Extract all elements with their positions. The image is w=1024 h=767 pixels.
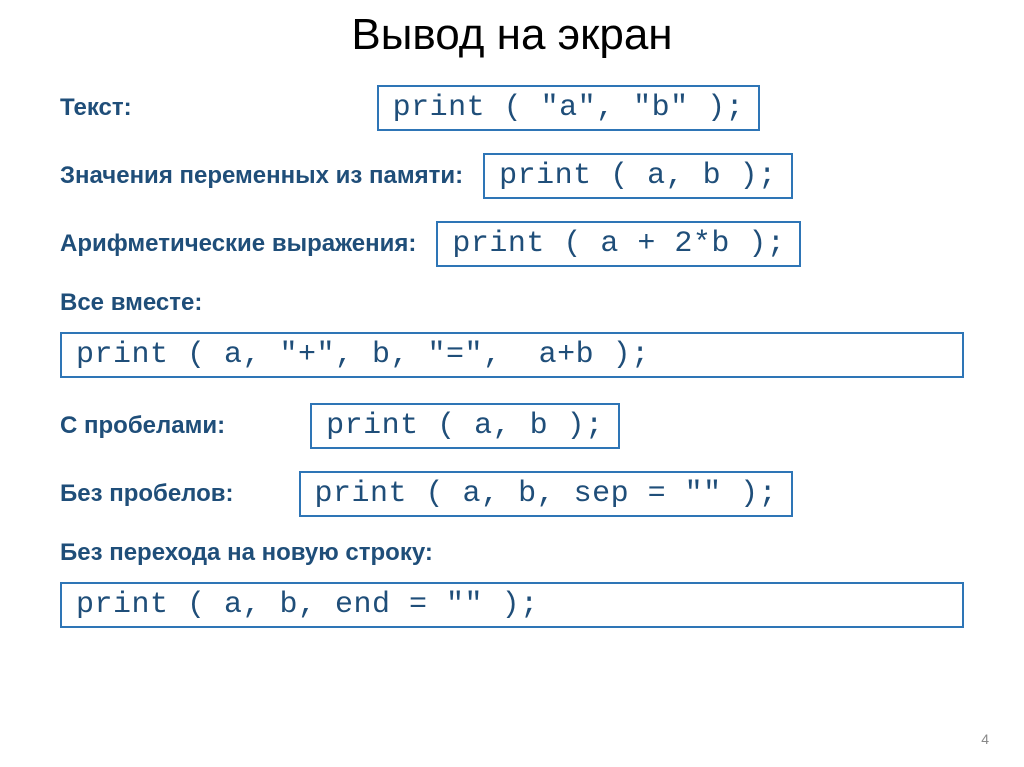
code-nonewline: print ( a, b, end = "" ); — [60, 582, 964, 628]
code-nospaces: print ( a, b, sep = "" ); — [299, 471, 794, 517]
row-text: Текст: print ( "a", "b" ); — [60, 85, 964, 131]
label-nonewline: Без перехода на новую строку: — [60, 539, 964, 567]
label-arith: Арифметические выражения: — [60, 230, 416, 258]
code-all: print ( a, "+", b, "=", a+b ); — [60, 332, 964, 378]
row-spaces: С пробелами: print ( a, b ); — [60, 403, 964, 449]
code-spaces: print ( a, b ); — [310, 403, 620, 449]
label-vars: Значения переменных из памяти: — [60, 162, 463, 190]
label-all: Все вместе: — [60, 289, 964, 317]
row-nospaces: Без пробелов: print ( a, b, sep = "" ); — [60, 471, 964, 517]
page-title: Вывод на экран — [60, 10, 964, 60]
label-spaces: С пробелами: — [60, 412, 225, 440]
code-vars: print ( a, b ); — [483, 153, 793, 199]
code-arith: print ( a + 2*b ); — [436, 221, 801, 267]
label-nospaces: Без пробелов: — [60, 480, 234, 508]
label-text: Текст: — [60, 94, 132, 122]
row-vars: Значения переменных из памяти: print ( a… — [60, 153, 964, 199]
code-text: print ( "a", "b" ); — [377, 85, 761, 131]
page-number: 4 — [981, 731, 989, 747]
row-arith: Арифметические выражения: print ( a + 2*… — [60, 221, 964, 267]
